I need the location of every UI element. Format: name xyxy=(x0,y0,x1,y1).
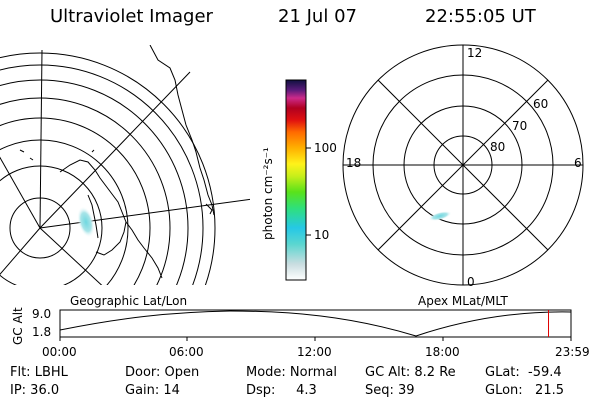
time-label: 22:55:05 UT xyxy=(425,6,536,27)
timeline-frame xyxy=(59,309,572,338)
right-panel-label: Apex MLat/MLT xyxy=(418,294,508,308)
instrument-title: Ultraviolet Imager xyxy=(50,6,213,27)
mlt-label-midnight: 0 xyxy=(467,275,475,289)
polar-grid xyxy=(342,44,584,286)
meridian-line xyxy=(39,71,191,229)
info-ip: IP: 36.0 xyxy=(10,383,60,398)
latitude-circle xyxy=(0,139,129,285)
colorbar-unit-label: photon cm⁻²s⁻¹ xyxy=(261,147,275,240)
colorbar-tick-label-100: 100 xyxy=(314,141,337,155)
mlt-line xyxy=(377,79,549,251)
info-seq: Seq: 39 xyxy=(365,383,415,398)
info-mode: Mode: Normal xyxy=(246,365,337,380)
left-panel-label: Geographic Lat/Lon xyxy=(70,294,188,308)
date-label: 21 Jul 07 xyxy=(278,6,357,27)
latitude-circle xyxy=(0,165,103,285)
auroral-emission xyxy=(77,206,95,238)
info-glon: GLon: 21.5 xyxy=(485,383,565,398)
latitude-circle xyxy=(0,64,204,285)
timeline-ylabel: GC Alt xyxy=(11,307,25,345)
color-bar xyxy=(285,79,307,281)
latitude-circle xyxy=(0,97,171,285)
coastline xyxy=(59,159,127,256)
timeline-xtick-1800: 18:00 xyxy=(425,345,460,359)
colorbar-tick-label-10: 10 xyxy=(314,228,330,242)
lat-label-70: 70 xyxy=(512,119,528,133)
coastline xyxy=(125,221,163,279)
mlt-label-dusk: 18 xyxy=(346,156,362,170)
mlt-label-dawn: 6 xyxy=(574,156,582,170)
meridian-line xyxy=(39,227,103,285)
latitude-circle xyxy=(0,52,216,285)
coastline xyxy=(87,194,99,239)
timeline-ytick-high: 9.0 xyxy=(32,307,52,321)
timeline-xtick-1200: 12:00 xyxy=(297,345,332,359)
geographic-map xyxy=(0,45,250,285)
meridian-line xyxy=(39,198,250,229)
meridian-line xyxy=(0,227,41,275)
timeline-xtick-0000: 00:00 xyxy=(42,345,77,359)
info-door: Door: Open xyxy=(125,365,200,380)
auroral-emission xyxy=(428,211,452,221)
timeline-ytick-low: 1.8 xyxy=(32,325,52,339)
mlt-label-noon: 12 xyxy=(467,46,483,60)
coastline xyxy=(205,203,213,215)
info-gc-alt: GC Alt: 8.2 Re xyxy=(365,365,456,380)
info-glat: GLat: -59.4 xyxy=(485,365,562,380)
timeline-xtick-0600: 06:00 xyxy=(169,345,204,359)
info-gain: Gain: 14 xyxy=(125,383,180,398)
info-dsp: Dsp: 4.3 xyxy=(246,383,317,398)
latitude-circle xyxy=(0,79,189,285)
altitude-curve xyxy=(59,310,572,337)
coastline xyxy=(19,149,95,161)
meridian-line xyxy=(0,156,41,229)
info-filter: Flt: LBHL xyxy=(10,365,68,380)
coastline xyxy=(149,45,215,216)
lat-label-80: 80 xyxy=(490,140,506,154)
latitude-circle xyxy=(0,117,151,285)
meridian-line xyxy=(39,49,43,229)
lat-label-60: 60 xyxy=(533,97,549,111)
timeline-xtick-2359: 23:59 xyxy=(555,345,590,359)
